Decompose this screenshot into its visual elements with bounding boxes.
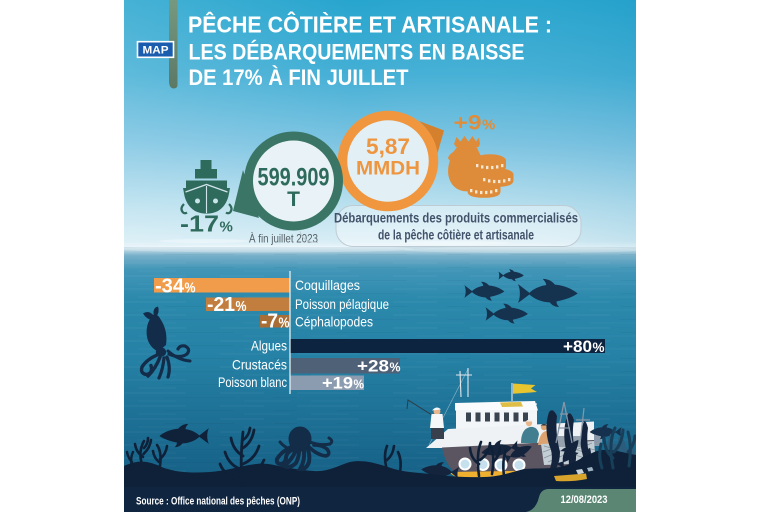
svg-text:+28: +28: [357, 357, 389, 376]
svg-text:-17: -17: [180, 211, 219, 237]
svg-text:Crustacés: Crustacés: [232, 357, 287, 373]
svg-text:DE 17% À FIN JUILLET: DE 17% À FIN JUILLET: [189, 65, 410, 90]
svg-text:Coquillages: Coquillages: [295, 277, 360, 293]
svg-text:%: %: [220, 219, 233, 236]
svg-text:MAP: MAP: [143, 44, 169, 56]
svg-text:Source : Office national des p: Source : Office national des pêches (ONP…: [136, 496, 300, 508]
svg-text:Débarquements des produits com: Débarquements des produits commercialisé…: [334, 211, 578, 226]
svg-text:+9: +9: [454, 112, 482, 135]
svg-text:Algues: Algues: [251, 338, 287, 354]
svg-text:%: %: [279, 316, 290, 332]
svg-text:+19: +19: [322, 374, 353, 393]
svg-text:%: %: [593, 340, 605, 355]
svg-text:Poisson blanc: Poisson blanc: [218, 374, 287, 390]
svg-text:%: %: [354, 377, 365, 392]
svg-text:%: %: [236, 299, 247, 315]
svg-text:-34: -34: [155, 275, 185, 298]
svg-text:5,87: 5,87: [366, 134, 410, 159]
svg-text:T: T: [287, 188, 300, 211]
svg-text:%: %: [185, 281, 196, 297]
svg-text:+80: +80: [563, 337, 592, 356]
svg-text:-21: -21: [207, 293, 235, 316]
svg-text:MMDH: MMDH: [356, 159, 420, 180]
svg-text:LES DÉBARQUEMENTS EN BAISSE: LES DÉBARQUEMENTS EN BAISSE: [189, 40, 525, 65]
svg-text:PÊCHE CÔTIÈRE ET ARTISANALE :: PÊCHE CÔTIÈRE ET ARTISANALE :: [188, 11, 552, 38]
svg-text:Céphalopodes: Céphalopodes: [295, 314, 373, 330]
svg-text:À fin juillet 2023: À fin juillet 2023: [249, 231, 318, 246]
svg-text:12/08/2023: 12/08/2023: [561, 494, 608, 506]
svg-text:-7: -7: [261, 310, 278, 333]
svg-text:599.909: 599.909: [258, 164, 330, 192]
svg-text:%: %: [482, 117, 495, 134]
svg-text:de la pêche côtière et artisan: de la pêche côtière et artisanale: [378, 228, 534, 243]
svg-text:Poisson pélagique: Poisson pélagique: [295, 296, 389, 312]
svg-text:%: %: [390, 360, 401, 375]
